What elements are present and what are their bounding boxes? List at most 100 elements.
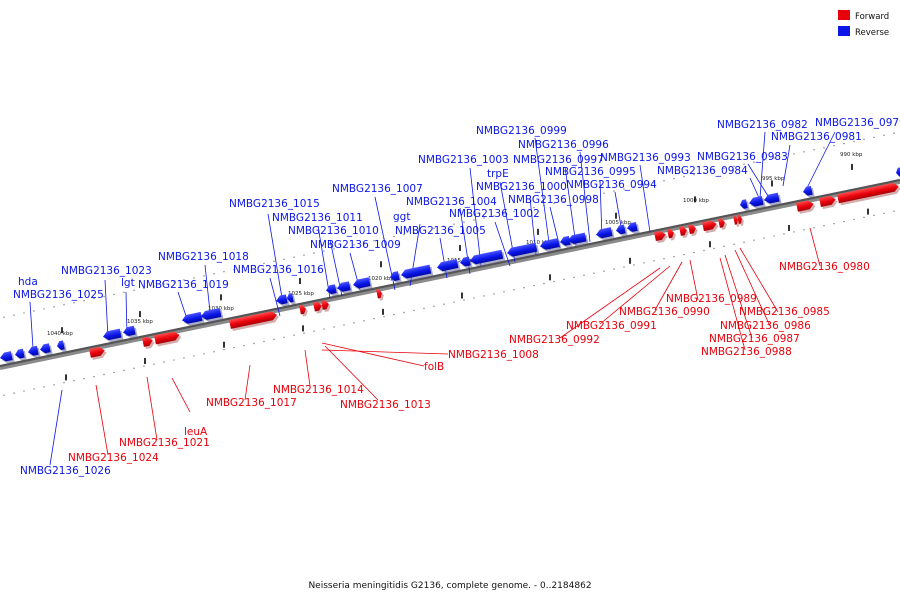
reverse-gene [437,259,461,274]
gene-body [740,199,748,209]
gene-label[interactable]: NMBG2136_0988 [701,346,792,358]
tick-dot [93,375,95,378]
gene-label[interactable]: NMBG2136_0985 [739,306,830,318]
gene-label[interactable]: NMBG2136_0981 [771,131,862,143]
gene-label[interactable]: NMBG2136_0982 [717,119,808,131]
tick-dot [773,157,775,159]
callout-line [494,221,511,267]
gene-body [837,182,899,204]
gene-label[interactable]: NMBG2136_1023 [61,265,152,277]
tick-dot [313,252,315,254]
gene-label[interactable]: hda [18,276,38,288]
gene-label[interactable]: NMBG2136_1011 [272,212,363,224]
gene-label[interactable]: NMBG2136_1014 [273,384,364,396]
tick-dot [323,328,325,330]
tick-dot [443,225,445,227]
gene-label[interactable]: NMBG2136_0990 [619,306,710,318]
callout-line [579,151,591,243]
callout-line [317,225,331,299]
gene-label[interactable]: NMBG2136_0995 [545,166,636,178]
gene-body [376,289,382,299]
gene-label[interactable]: NMBG2136_0998 [508,194,599,206]
gene-label[interactable]: NMBG2136_1015 [229,198,320,210]
gene-label[interactable]: NMBG2136_1025 [13,289,104,301]
reverse-gene [470,249,506,267]
callout-line [559,267,661,339]
map-caption: Neisseria meningitidis G2136, complete g… [308,581,591,591]
reverse-gene [540,238,562,252]
callout-line [146,376,158,441]
gene-body [313,301,322,312]
callout-line [95,384,109,456]
tick-dot [123,369,125,372]
gene-label[interactable]: NMBG2136_0979 [815,117,900,129]
tick-dot [283,336,285,339]
reverse-gene [803,185,815,198]
gene-label[interactable]: NMBG2136_0994 [566,179,657,191]
gene-label[interactable]: NMBG2136_1009 [310,239,401,251]
tick-dot [783,155,785,157]
gene-label[interactable]: NMBG2136_0980 [779,261,870,273]
tick-dot [843,220,845,223]
gene-label[interactable]: NMBG2136_1008 [448,349,539,361]
tick-dot [613,190,615,192]
gene-label[interactable]: NMBG2136_1013 [340,399,431,411]
gene-label[interactable]: NMBG2136_0986 [720,320,811,332]
tick-dot [793,231,795,233]
gene-label[interactable]: folB [424,361,444,373]
tick-dot [113,371,115,374]
tick-dot [673,178,675,180]
tick-dot [53,384,55,386]
gene-label[interactable]: NMBG2136_1000 [476,181,567,193]
gene-label[interactable]: NMBG2136_0993 [600,152,691,164]
gene-label[interactable]: NMBG2136_1021 [119,437,210,449]
gene-label[interactable]: NMBG2136_1019 [138,279,229,291]
callout-line [267,213,284,305]
forward-gene [321,300,331,313]
tick-dot [393,235,395,238]
gene-body [0,351,13,362]
gene-body [299,304,306,315]
gene-label[interactable]: NMBG2136_0996 [518,139,609,151]
gene-label[interactable]: NMBG2136_1003 [418,154,509,166]
tick-dot [323,250,325,252]
tick-dot [793,153,795,155]
gene-label[interactable]: leuA [184,426,208,438]
gene-label[interactable]: NMBG2136_1002 [449,208,540,220]
gene-label[interactable]: NMBG2136_0997 [513,154,604,166]
gene-body [679,226,687,236]
gene-body [401,264,432,279]
tick-dot [53,306,55,308]
gene-body [749,195,764,207]
gene-label[interactable]: NMBG2136_0989 [666,293,757,305]
tick-dot [623,188,625,190]
gene-label[interactable]: lgt [121,277,135,289]
gene-label[interactable]: NMBG2136_0991 [566,320,657,332]
gene-label[interactable]: NMBG2136_0992 [509,334,600,346]
tick-dot [383,315,385,318]
tick-dot [113,293,115,296]
gene-label[interactable]: NMBG2136_1018 [158,251,249,263]
tick-dot [143,365,145,367]
gene-label[interactable]: NMBG2136_0987 [709,333,800,345]
gene-label[interactable]: NMBG2136_1007 [332,183,423,195]
gene-label[interactable]: NMBG2136_1024 [68,452,159,464]
tick-dot [253,264,255,267]
tick-dot [483,295,485,297]
gene-label[interactable]: NMBG2136_1017 [206,397,297,409]
reverse-gene [201,308,224,322]
gene-label[interactable]: trpE [487,168,509,180]
gene-label[interactable]: NMBG2136_0999 [476,125,567,137]
tick-dot [133,367,135,370]
gene-label[interactable]: ggt [393,211,410,223]
gene-label[interactable]: NMBG2136_0984 [657,165,748,177]
gene-label[interactable]: NMBG2136_1005 [395,225,486,237]
gene-label[interactable]: NMBG2136_1004 [406,196,497,208]
gene-label[interactable]: NMBG2136_1010 [288,225,379,237]
tick-dot [803,151,805,153]
gene-label[interactable]: NMBG2136_1016 [233,264,324,276]
tick-dot [73,380,75,382]
gene-label[interactable]: NMBG2136_1026 [20,465,111,477]
gene-label[interactable]: NMBG2136_0983 [697,151,788,163]
